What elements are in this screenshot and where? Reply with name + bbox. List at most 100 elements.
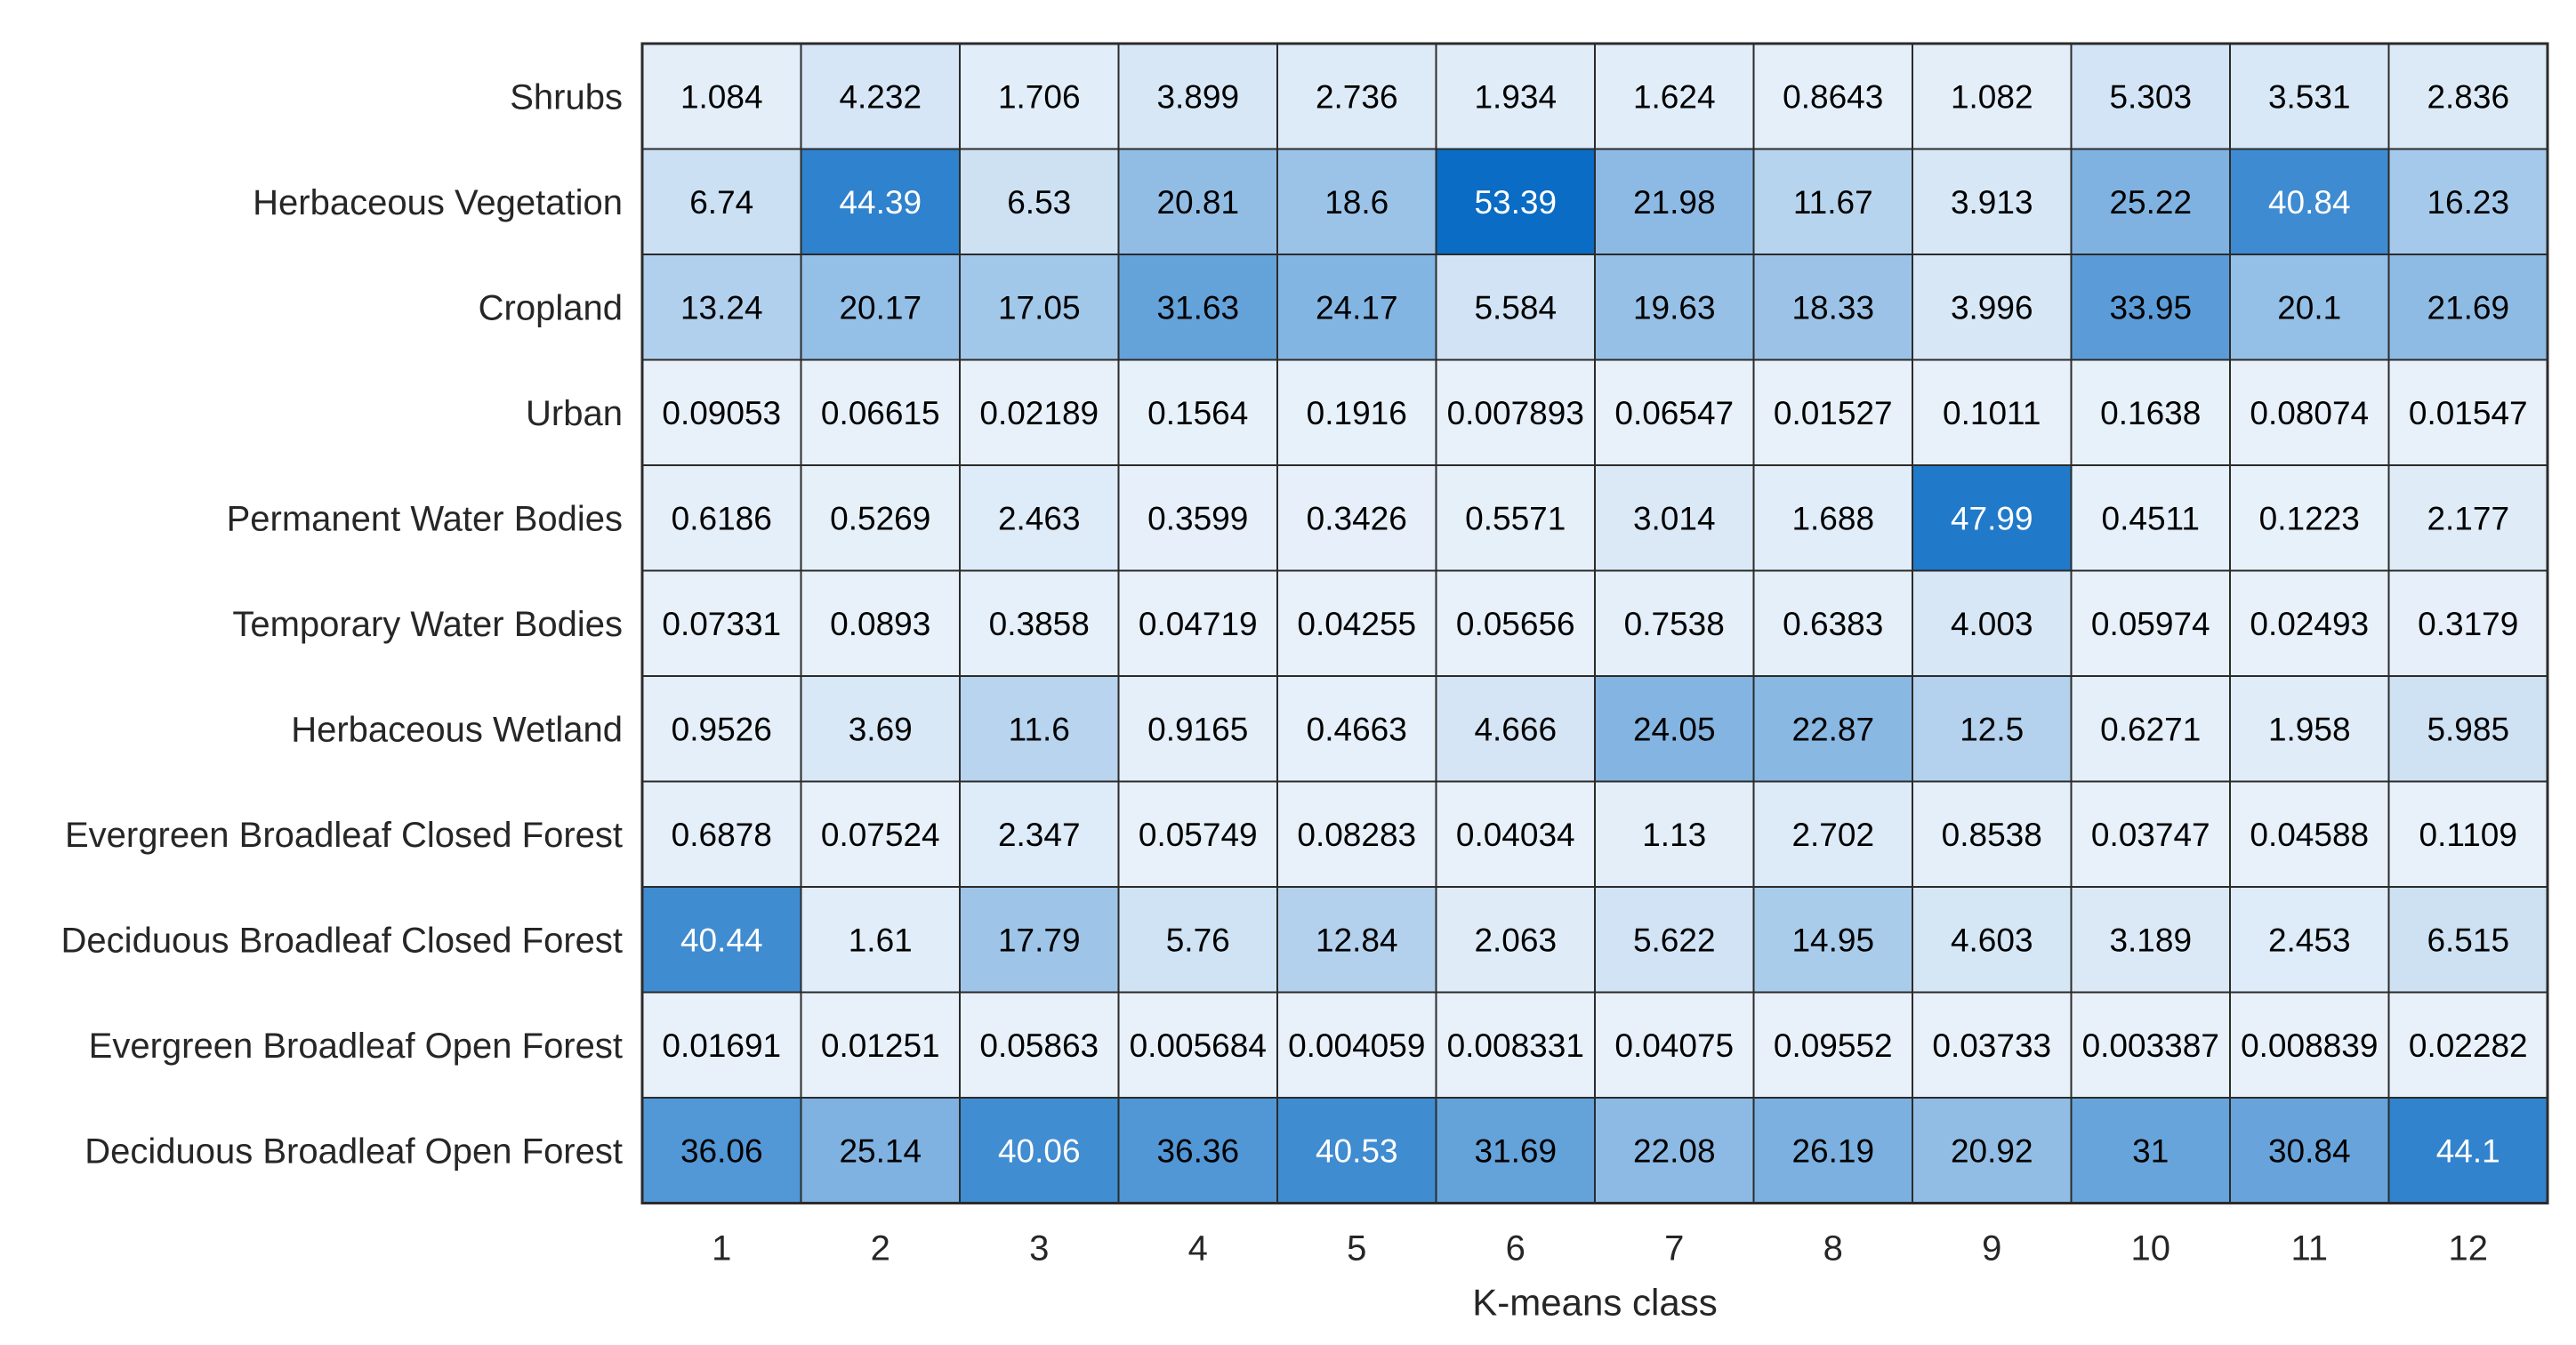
- heatmap-cell: [1435, 148, 1596, 255]
- cell-value-label: 31: [2132, 1132, 2169, 1169]
- heatmap-cell: [800, 358, 961, 466]
- heatmap-cell: [800, 464, 961, 572]
- cell-value-label: 31.63: [1156, 289, 1239, 326]
- cell-value-label: 0.5269: [830, 500, 930, 536]
- heatmap-cell: [1752, 780, 1913, 888]
- cell-value-label: 0.003387: [2082, 1027, 2219, 1064]
- cell-value-label: 0.1011: [1943, 395, 2041, 431]
- cell-value-label: 2.063: [1474, 922, 1557, 958]
- cell-value-label: 40.06: [998, 1132, 1081, 1169]
- heatmap-cell: [2387, 1097, 2548, 1204]
- column-tick-label: 5: [1347, 1229, 1366, 1268]
- heatmap-cell: [1435, 43, 1596, 150]
- cell-value-label: 19.63: [1633, 289, 1716, 326]
- heatmap-cell: [2387, 675, 2548, 783]
- cell-value-label: 0.05974: [2091, 606, 2210, 642]
- cell-value-label: 0.06615: [821, 395, 940, 431]
- column-tick-label: 10: [2131, 1229, 2171, 1268]
- heatmap-cell: [1594, 886, 1755, 994]
- cell-value-label: 20.81: [1156, 184, 1239, 221]
- cell-value-label: 3.69: [849, 711, 913, 747]
- cell-value-label: 6.74: [689, 184, 753, 221]
- row-tick-label: Temporary Water Bodies: [232, 605, 623, 644]
- heatmap-cell: [641, 569, 802, 677]
- column-tick-label: 7: [1664, 1229, 1684, 1268]
- cell-value-label: 11.6: [1009, 711, 1070, 747]
- heatmap-cell: [2070, 1097, 2231, 1204]
- cell-value-label: 5.622: [1633, 922, 1716, 958]
- cell-value-label: 0.08283: [1297, 817, 1416, 853]
- heatmap-cell: [800, 43, 961, 150]
- cell-value-label: 40.84: [2268, 184, 2351, 221]
- heatmap-cell: [1594, 1097, 1755, 1204]
- cell-value-label: 20.92: [1951, 1132, 2033, 1169]
- cell-value-label: 1.13: [1642, 817, 1706, 853]
- heatmap-cell: [1594, 464, 1755, 572]
- heatmap-cell: [1276, 464, 1437, 572]
- cell-value-label: 11.67: [1793, 184, 1873, 221]
- cell-value-label: 0.07331: [662, 606, 781, 642]
- cell-value-label: 0.008839: [2241, 1027, 2378, 1064]
- cell-value-label: 5.985: [2427, 711, 2509, 747]
- cell-value-label: 17.05: [998, 289, 1081, 326]
- cell-value-label: 0.05749: [1139, 817, 1258, 853]
- cell-value-label: 20.1: [2277, 289, 2341, 326]
- heatmap-cell: [800, 1097, 961, 1204]
- heatmap-cells: 1.084 4.232 1.706 3.899 2.736 1.934 1.624 0.864…: [640, 42, 2549, 1204]
- heatmap-cell: [2229, 675, 2390, 783]
- heatmap-cell: [641, 358, 802, 466]
- row-tick-label: Deciduous Broadleaf Closed Forest: [61, 921, 623, 960]
- cell-value-label: 24.05: [1633, 711, 1716, 747]
- cell-value-label: 0.02282: [2409, 1027, 2528, 1064]
- heatmap-cell: [1117, 569, 1278, 677]
- cell-value-label: 0.04034: [1456, 817, 1575, 853]
- heatmap-cell: [959, 780, 1120, 888]
- heatmap-cell: [641, 43, 802, 150]
- heatmap-cell: [2070, 675, 2231, 783]
- cell-value-label: 0.1638: [2100, 395, 2201, 431]
- cell-value-label: 1.082: [1951, 78, 2033, 115]
- heatmap-cell: [2387, 254, 2548, 361]
- cell-value-label: 0.4663: [1307, 711, 1407, 747]
- heatmap-cell: [1276, 675, 1437, 783]
- cell-value-label: 44.1: [2436, 1132, 2500, 1169]
- heatmap-cell: [641, 780, 802, 888]
- cell-value-label: 4.603: [1951, 922, 2033, 958]
- cell-value-label: 0.07524: [821, 817, 940, 853]
- row-tick-label: Permanent Water Bodies: [227, 499, 623, 538]
- heatmap-cell: [2070, 148, 2231, 255]
- cell-value-label: 0.01547: [2409, 395, 2528, 431]
- heatmap-cell: [2070, 43, 2231, 150]
- column-tick-label: 4: [1188, 1229, 1208, 1268]
- heatmap-cell: [641, 1097, 802, 1204]
- cell-value-label: 18.6: [1324, 184, 1389, 221]
- cell-value-label: 2.736: [1316, 78, 1398, 115]
- cell-value-label: 1.934: [1474, 78, 1557, 115]
- heatmap-cell: [1117, 358, 1278, 466]
- heatmap-cell: [2229, 780, 2390, 888]
- cell-value-label: 0.05656: [1456, 606, 1575, 642]
- cell-value-label: 53.39: [1474, 184, 1557, 221]
- row-tick-label: Shrubs: [510, 77, 623, 117]
- cell-value-label: 13.24: [680, 289, 763, 326]
- cell-value-label: 0.1223: [2259, 500, 2360, 536]
- heatmap-cell: [1594, 148, 1755, 255]
- cell-value-label: 18.33: [1791, 289, 1874, 326]
- heatmap-cell: [2229, 886, 2390, 994]
- cell-value-label: 0.08074: [2250, 395, 2369, 431]
- cell-value-label: 36.36: [1156, 1132, 1239, 1169]
- cell-value-label: 2.463: [998, 500, 1081, 536]
- row-tick-label: Urban: [526, 394, 623, 433]
- heatmap-cell: [1594, 254, 1755, 361]
- cell-value-label: 1.688: [1791, 500, 1874, 536]
- cell-value-label: 1.624: [1633, 78, 1716, 115]
- heatmap-cell: [2229, 358, 2390, 466]
- cell-value-label: 0.05863: [979, 1027, 1099, 1064]
- row-tick-label: Deciduous Broadleaf Open Forest: [85, 1132, 623, 1171]
- heatmap-cell: [1276, 991, 1437, 1099]
- heatmap-cell: [2070, 569, 2231, 677]
- row-tick-label: Evergreen Broadleaf Open Forest: [89, 1027, 623, 1066]
- cell-value-label: 0.3179: [2418, 606, 2518, 642]
- cell-value-label: 0.1916: [1307, 395, 1407, 431]
